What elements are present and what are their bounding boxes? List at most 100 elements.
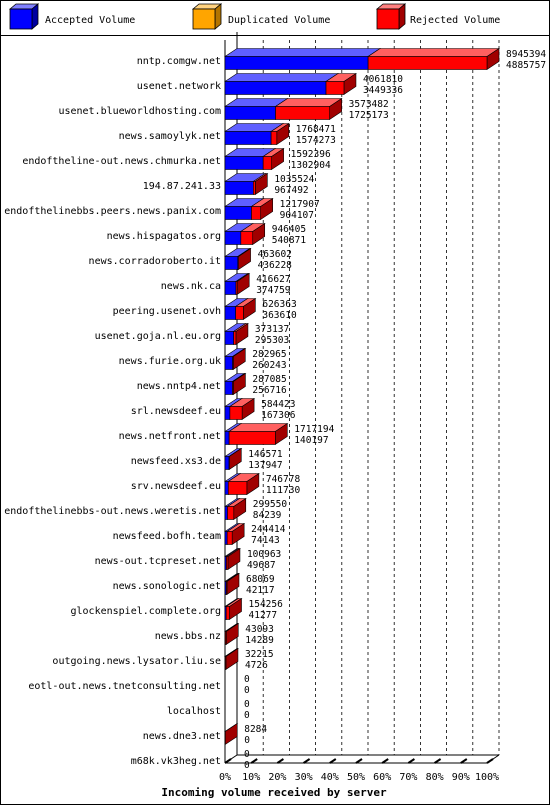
value-label-total: 244414 [251, 524, 286, 535]
bar-rejected-front [229, 406, 243, 420]
value-label-accepted: 1725173 [349, 110, 389, 121]
value-label-total: 416627 [256, 274, 290, 285]
bar-rejected [225, 597, 243, 621]
value-label-accepted: 140197 [294, 435, 328, 446]
bar-accepted-front [224, 206, 252, 220]
x-tick-mark [250, 758, 258, 764]
category-label: news.nk.ca [161, 281, 221, 292]
bar-rejected [228, 422, 289, 446]
value-label-total: 8945394 [506, 49, 546, 60]
bar-accepted-top [224, 73, 340, 82]
x-tick-mark [381, 758, 389, 764]
value-label-total: 100963 [247, 549, 281, 560]
value-label-total: 8284 [244, 724, 267, 735]
bar-accepted-front [224, 531, 228, 545]
bar-rejected-front [226, 556, 229, 570]
bar-accepted-front [224, 456, 230, 470]
legend-item-duplicated: Duplicated Volume [191, 3, 330, 30]
bar-rejected [231, 372, 247, 396]
category-label: news.dne3.net [143, 731, 221, 742]
value-label-total: 626363 [262, 299, 296, 310]
x-tick-label: 90% [452, 772, 470, 783]
value-label-accepted: 1574273 [296, 135, 336, 146]
value-label-accepted: 260243 [252, 360, 286, 371]
bar-rejected-front [235, 306, 244, 320]
bar-rejected-top [367, 48, 500, 57]
value-label-accepted: 1302904 [291, 160, 331, 171]
bar-accepted-front [224, 281, 237, 295]
bar-rejected [226, 522, 246, 546]
value-label-accepted: 3449336 [363, 85, 403, 96]
category-label: 194.87.241.33 [143, 181, 221, 192]
bars [224, 47, 500, 746]
bar-rejected [274, 97, 343, 121]
bar-rejected-front [251, 206, 261, 220]
bar-rejected-front [226, 531, 233, 545]
bar-rejected [262, 147, 285, 171]
category-label: peering.usenet.ovh [113, 306, 221, 317]
value-label-accepted: 436228 [258, 260, 293, 271]
bar-accepted-front [224, 106, 276, 120]
bar-rejected [228, 397, 256, 421]
bar-accepted-front [224, 156, 264, 170]
bar-accepted-front [224, 81, 327, 95]
value-label-accepted: 0 [244, 735, 250, 746]
category-label: newsfeed.xs3.de [131, 456, 221, 467]
value-label-total: 68069 [246, 574, 275, 585]
value-label-accepted: 137947 [248, 460, 282, 471]
bar-rejected [234, 272, 251, 296]
bar-rejected [224, 622, 240, 646]
value-label-total: 282965 [252, 349, 286, 360]
value-label-total: 584423 [261, 399, 295, 410]
bar-rejected [225, 572, 240, 596]
value-label-accepted: 84239 [253, 510, 282, 521]
bar-accepted-front [224, 356, 233, 370]
bar-rejected-front [225, 631, 227, 645]
bar-rejected-front [232, 356, 234, 370]
bar-rejected-front [225, 606, 230, 620]
x-tick-label: 100% [475, 772, 499, 783]
category-label: nntp.comgw.net [137, 56, 221, 67]
bar-rejected [270, 122, 290, 146]
bar-accepted-front [224, 406, 231, 420]
value-label-total: 1217907 [280, 199, 320, 210]
value-label-accepted: 540871 [272, 235, 307, 246]
x-tick-label: 70% [399, 772, 417, 783]
value-label-accepted: 41277 [249, 610, 278, 621]
category-label: srl.newsdeef.eu [131, 406, 221, 417]
value-label-accepted: 74143 [251, 535, 280, 546]
category-label: usenet.network [137, 81, 221, 92]
bar-accepted-front [224, 306, 236, 320]
bar-accepted-top [224, 48, 382, 57]
bar-accepted-front [224, 131, 272, 145]
legend-swatch-duplicated [192, 8, 216, 30]
value-label-accepted: 4885757 [506, 60, 546, 71]
value-label-total: 1768471 [296, 124, 336, 135]
x-tick-mark [486, 758, 494, 764]
bar-accepted-front [224, 381, 233, 395]
value-label-accepted: 49687 [247, 560, 276, 571]
legend-label-rejected: Rejected Volume [410, 15, 500, 26]
bar-rejected-front [224, 656, 227, 670]
bar-accepted-front [224, 181, 254, 195]
bar-accepted-front [224, 56, 369, 70]
bar-rejected [228, 447, 243, 471]
value-label-total: 946405 [272, 224, 306, 235]
value-label-total: 299550 [253, 499, 288, 510]
legend-swatch-accepted [9, 8, 33, 30]
x-tick-mark [434, 758, 442, 764]
x-tick-label: 0% [219, 772, 231, 783]
x-tick-label: 10% [242, 772, 260, 783]
bar-rejected-front [225, 581, 228, 595]
value-label-accepted: 295303 [255, 335, 289, 346]
value-label-total: 1717194 [294, 424, 334, 435]
category-label: m68k.vk3heg.net [131, 756, 221, 767]
category-label: newsfeed.bofh.team [113, 531, 221, 542]
bar-rejected-front [235, 281, 238, 295]
value-label-accepted: 42117 [246, 585, 275, 596]
x-axis-label: Incoming volume received by server [161, 786, 387, 799]
category-label: news.corradoroberto.it [89, 256, 221, 267]
bar-rejected [227, 472, 260, 496]
bar-accepted-front [224, 431, 230, 445]
